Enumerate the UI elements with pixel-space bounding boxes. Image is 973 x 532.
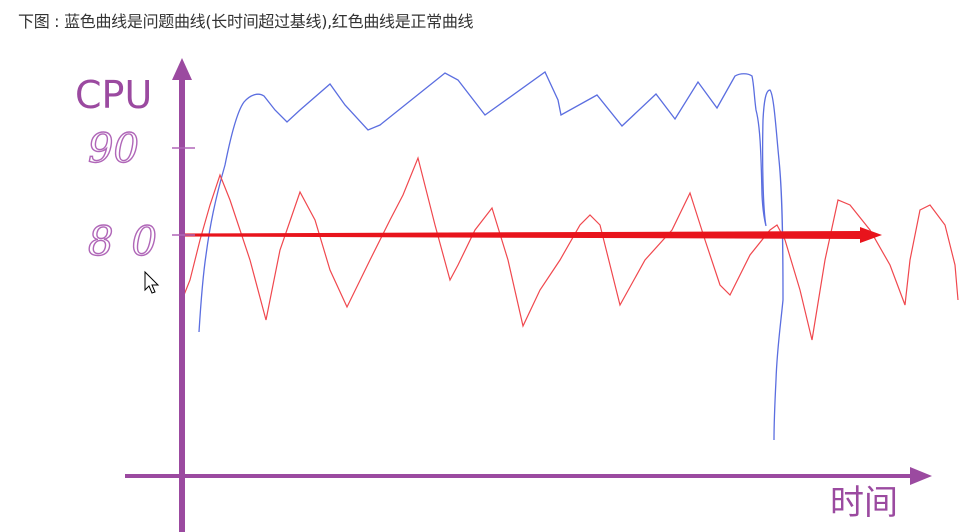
x-axis-label: 时间 xyxy=(830,483,898,523)
x-axis-line xyxy=(125,474,915,478)
y-axis xyxy=(172,58,195,532)
tick-label-80: 80 xyxy=(88,219,175,265)
y-axis-label: CPU xyxy=(75,73,152,117)
baseline-arrow xyxy=(180,227,882,243)
y-axis-line xyxy=(179,75,185,532)
tick-label-90: 90 xyxy=(88,126,139,172)
normal-curve xyxy=(181,156,959,341)
x-axis xyxy=(125,467,932,485)
mouse-cursor-icon xyxy=(144,270,160,294)
y-axis-arrowhead xyxy=(172,58,192,80)
caption: 下图 : 蓝色曲线是问题曲线(长时间超过基线),红色曲线是正常曲线 xyxy=(18,12,474,31)
x-axis-arrowhead xyxy=(910,467,932,485)
problem-curve xyxy=(198,71,784,441)
